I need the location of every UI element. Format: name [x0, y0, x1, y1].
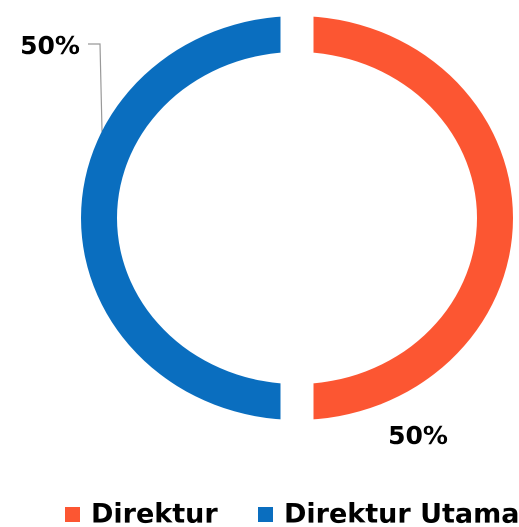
legend-label: Direktur Utama [284, 499, 519, 527]
legend-label: Direktur [91, 499, 218, 527]
slice [297, 16, 513, 420]
data-label: 50% [388, 421, 448, 450]
legend-swatch [258, 507, 273, 522]
data-label: 50% [20, 31, 80, 60]
slice [81, 16, 297, 420]
legend-swatch [65, 507, 80, 522]
